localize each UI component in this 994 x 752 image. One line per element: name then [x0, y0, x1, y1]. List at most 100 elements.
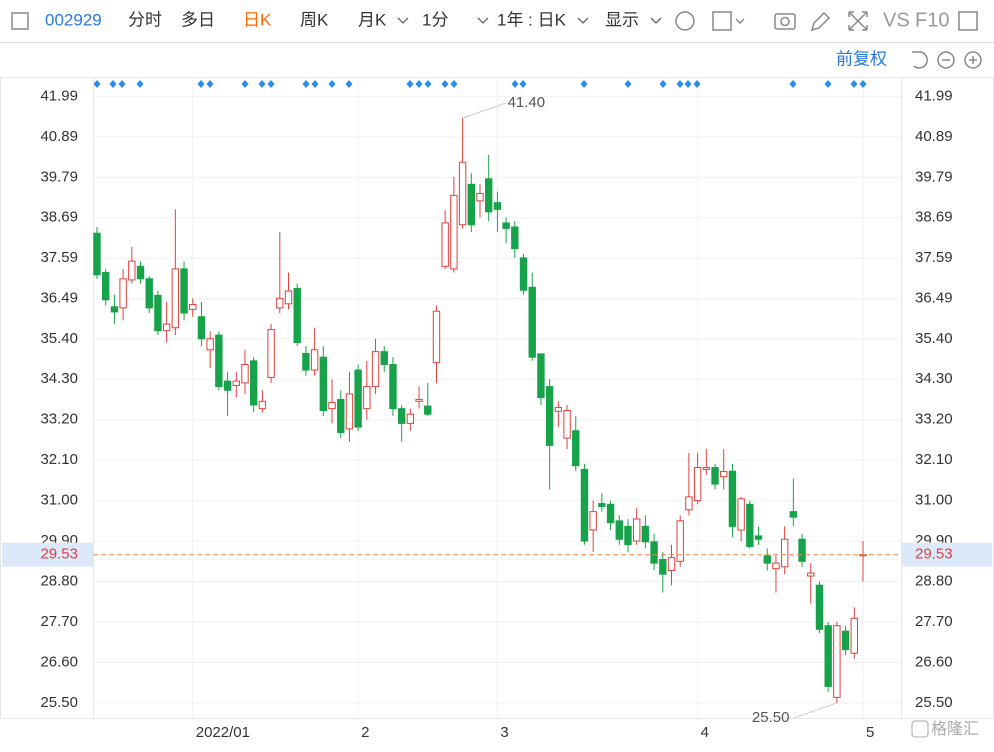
chevron [397, 17, 409, 24]
tab[interactable]: 日K [243, 10, 272, 29]
candle-body [798, 538, 806, 562]
event-marker [659, 80, 667, 88]
last-price-label: 29.53 [915, 546, 953, 563]
candle-body [276, 297, 284, 309]
y-tick-label: 25.50 [40, 694, 78, 711]
candle-body [598, 503, 606, 508]
y-tick-label: 36.49 [40, 290, 78, 307]
candle-body [667, 557, 676, 572]
event-marker [197, 80, 205, 88]
candle-body [519, 257, 528, 291]
tab[interactable]: 分时 [128, 10, 162, 29]
event-marker [519, 80, 527, 88]
candle-body [180, 268, 188, 314]
candle-body [363, 386, 371, 410]
tab[interactable]: 月K [358, 10, 387, 29]
event-marker [258, 80, 266, 88]
tab[interactable]: 显示 [605, 10, 639, 29]
zoom-in-icon[interactable] [964, 51, 982, 69]
camera-icon[interactable] [774, 13, 796, 30]
event-marker [450, 80, 458, 88]
y-tick-label: 40.89 [40, 128, 78, 145]
event-marker [109, 80, 117, 88]
y-tick-label: 26.60 [40, 653, 78, 670]
candle-body [345, 393, 354, 430]
candle-body [537, 353, 545, 399]
candle-body [711, 467, 719, 485]
candle-body [223, 380, 232, 391]
candle-body [197, 316, 206, 340]
candle-body [380, 351, 388, 366]
candle-body [833, 625, 841, 698]
y-tick-label: 41.99 [40, 87, 78, 104]
y2-tick-label: 36.49 [915, 290, 953, 307]
vs-button[interactable]: VS [883, 9, 910, 31]
y-tick-label: 34.30 [40, 370, 78, 387]
tab[interactable]: 周K [300, 10, 329, 29]
candle-body [441, 222, 449, 267]
zoom-out-icon[interactable] [937, 51, 955, 69]
x-tick-label: 2022/01 [196, 724, 250, 741]
y2-tick-label: 37.59 [915, 249, 953, 266]
tab[interactable]: 多日 [181, 10, 215, 29]
candle-body [415, 398, 423, 402]
annotation-leader [793, 702, 838, 719]
event-marker [267, 80, 275, 88]
candle-body [572, 430, 580, 467]
candle-body [128, 260, 136, 281]
color-icon[interactable] [712, 11, 732, 31]
candle-body [189, 304, 197, 310]
candle-body [241, 364, 249, 384]
event-marker [311, 80, 319, 88]
candle-body [841, 630, 850, 651]
stock-code[interactable]: 002929 [45, 10, 102, 29]
candle-body [432, 310, 441, 364]
candle-body [632, 518, 641, 542]
tab[interactable]: 1年 : 日K [497, 10, 567, 29]
tab[interactable]: 1分 [422, 10, 448, 29]
candle-body [467, 183, 475, 226]
y2-tick-label: 34.30 [915, 370, 953, 387]
event-marker [241, 80, 249, 88]
settings-icon[interactable] [675, 11, 695, 31]
f10-button[interactable]: F10 [915, 9, 949, 31]
event-marker [693, 80, 701, 88]
event-marker [676, 80, 684, 88]
event-marker [328, 80, 336, 88]
event-marker [441, 80, 449, 88]
candle-body [693, 467, 702, 502]
candle-body [354, 369, 362, 428]
event-marker [789, 80, 797, 88]
y-tick-label: 37.59 [40, 249, 78, 266]
y2-tick-label: 41.99 [915, 87, 953, 104]
adjust-button[interactable]: 前复权 [836, 49, 887, 68]
event-marker [345, 80, 353, 88]
pencil-icon[interactable] [810, 11, 831, 32]
candle-body [702, 467, 711, 470]
watermark: 格隆汇 [931, 720, 979, 738]
annotation: 41.40 [508, 94, 546, 111]
candle-body [389, 364, 397, 410]
candle-body [554, 407, 563, 412]
plot: 41.99 41.99 40.89 40.89 39.79 39.79 38.69 38.69… [2, 78, 992, 741]
x-tick-label: 4 [701, 724, 709, 741]
x-tick-label: 3 [500, 724, 508, 741]
y2-tick-label: 40.89 [915, 128, 953, 145]
candle-body [302, 352, 310, 371]
event-marker [824, 80, 832, 88]
sidebar-icon[interactable] [11, 12, 29, 30]
event-marker [424, 80, 432, 88]
candle-body [458, 161, 467, 226]
candle-body [763, 555, 771, 564]
candle-body [154, 294, 162, 332]
y2-tick-label: 31.00 [915, 492, 953, 509]
y-tick-label: 28.80 [40, 573, 78, 590]
fullscreen-icon[interactable] [848, 11, 868, 31]
candle-body [511, 226, 519, 250]
candle-body [102, 272, 110, 301]
panel-icon[interactable] [958, 11, 978, 31]
candle-body [807, 572, 815, 577]
candle-body [119, 278, 127, 309]
reset-icon[interactable] [912, 51, 928, 69]
